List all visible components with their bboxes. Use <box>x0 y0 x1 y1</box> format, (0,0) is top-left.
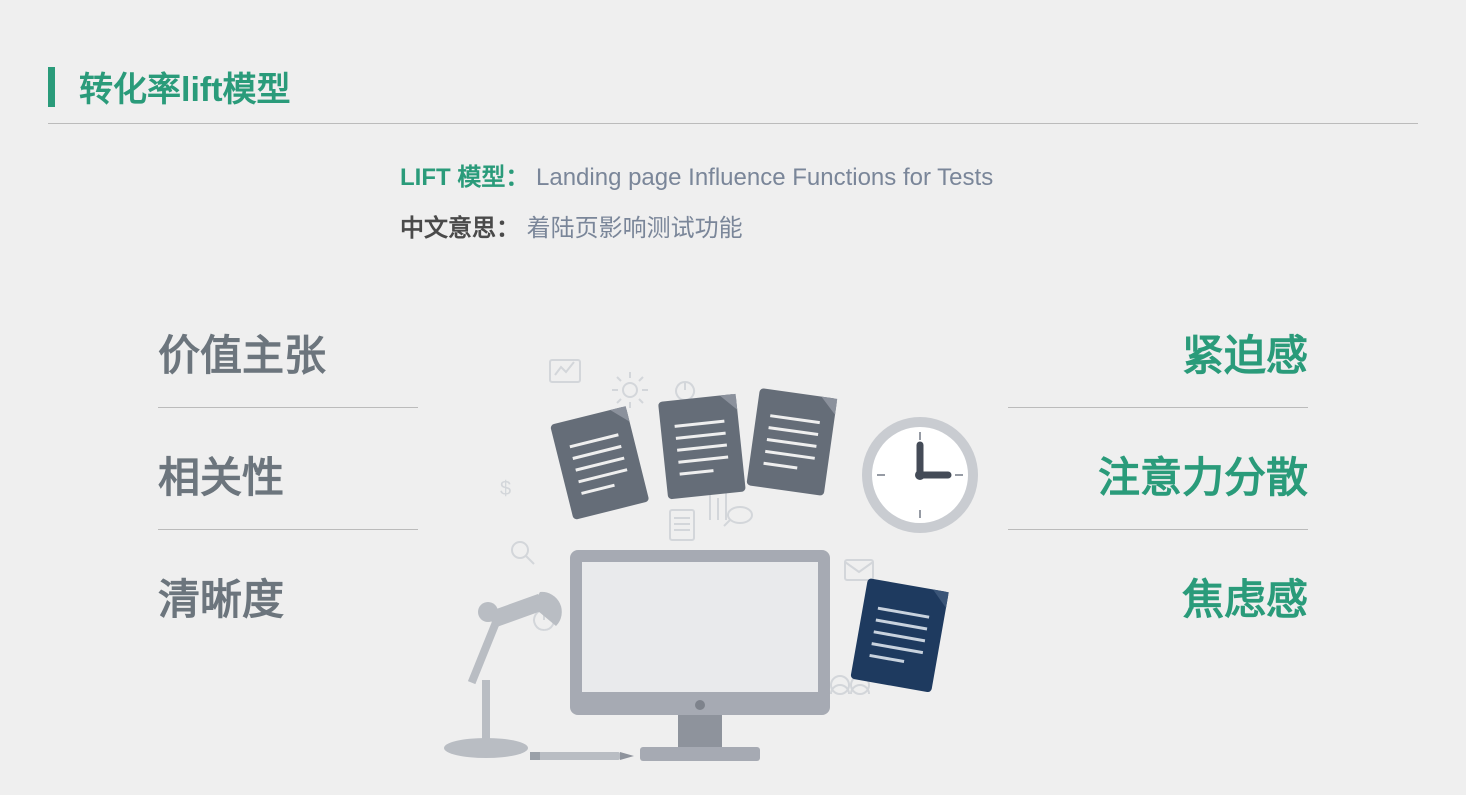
svg-text:$: $ <box>500 478 511 500</box>
document-icon <box>850 578 948 693</box>
document-icon <box>550 406 649 520</box>
clock-icon <box>862 417 978 533</box>
slide-title: 转化率lift模型 <box>79 62 291 111</box>
subhead-label-2: 中文意思： <box>400 215 520 242</box>
monitor-icon <box>570 550 830 761</box>
left-item-3: 清晰度 <box>158 566 418 651</box>
pencil-icon <box>530 752 634 760</box>
subhead-block: LIFT 模型： Landing page Influence Function… <box>400 156 993 258</box>
subhead-value-1: Landing page Influence Functions for Tes… <box>536 164 993 191</box>
title-bar: 转化率lift模型 <box>48 62 1418 124</box>
right-item-3: 焦虑感 <box>1008 566 1308 651</box>
right-item-1: 紧迫感 <box>1008 322 1308 408</box>
accent-bar <box>48 67 55 107</box>
subhead-row-2: 中文意思： 着陆页影响测试功能 <box>400 207 993 250</box>
subhead-row-1: LIFT 模型： Landing page Influence Function… <box>400 156 993 199</box>
document-icon <box>746 388 837 496</box>
center-illustration: $ % <box>440 340 1000 770</box>
subhead-value-2: 着陆页影响测试功能 <box>527 215 743 242</box>
slide-header: 转化率lift模型 <box>48 62 1418 124</box>
illustration-svg: $ % <box>440 340 1000 770</box>
document-icon <box>658 394 746 500</box>
subhead-label-1: LIFT 模型： <box>400 164 529 191</box>
right-column: 紧迫感 注意力分散 焦虑感 <box>1008 322 1308 687</box>
left-item-1: 价值主张 <box>158 322 418 408</box>
right-item-2: 注意力分散 <box>1008 444 1308 530</box>
left-column: 价值主张 相关性 清晰度 <box>158 322 418 687</box>
left-item-2: 相关性 <box>158 444 418 530</box>
